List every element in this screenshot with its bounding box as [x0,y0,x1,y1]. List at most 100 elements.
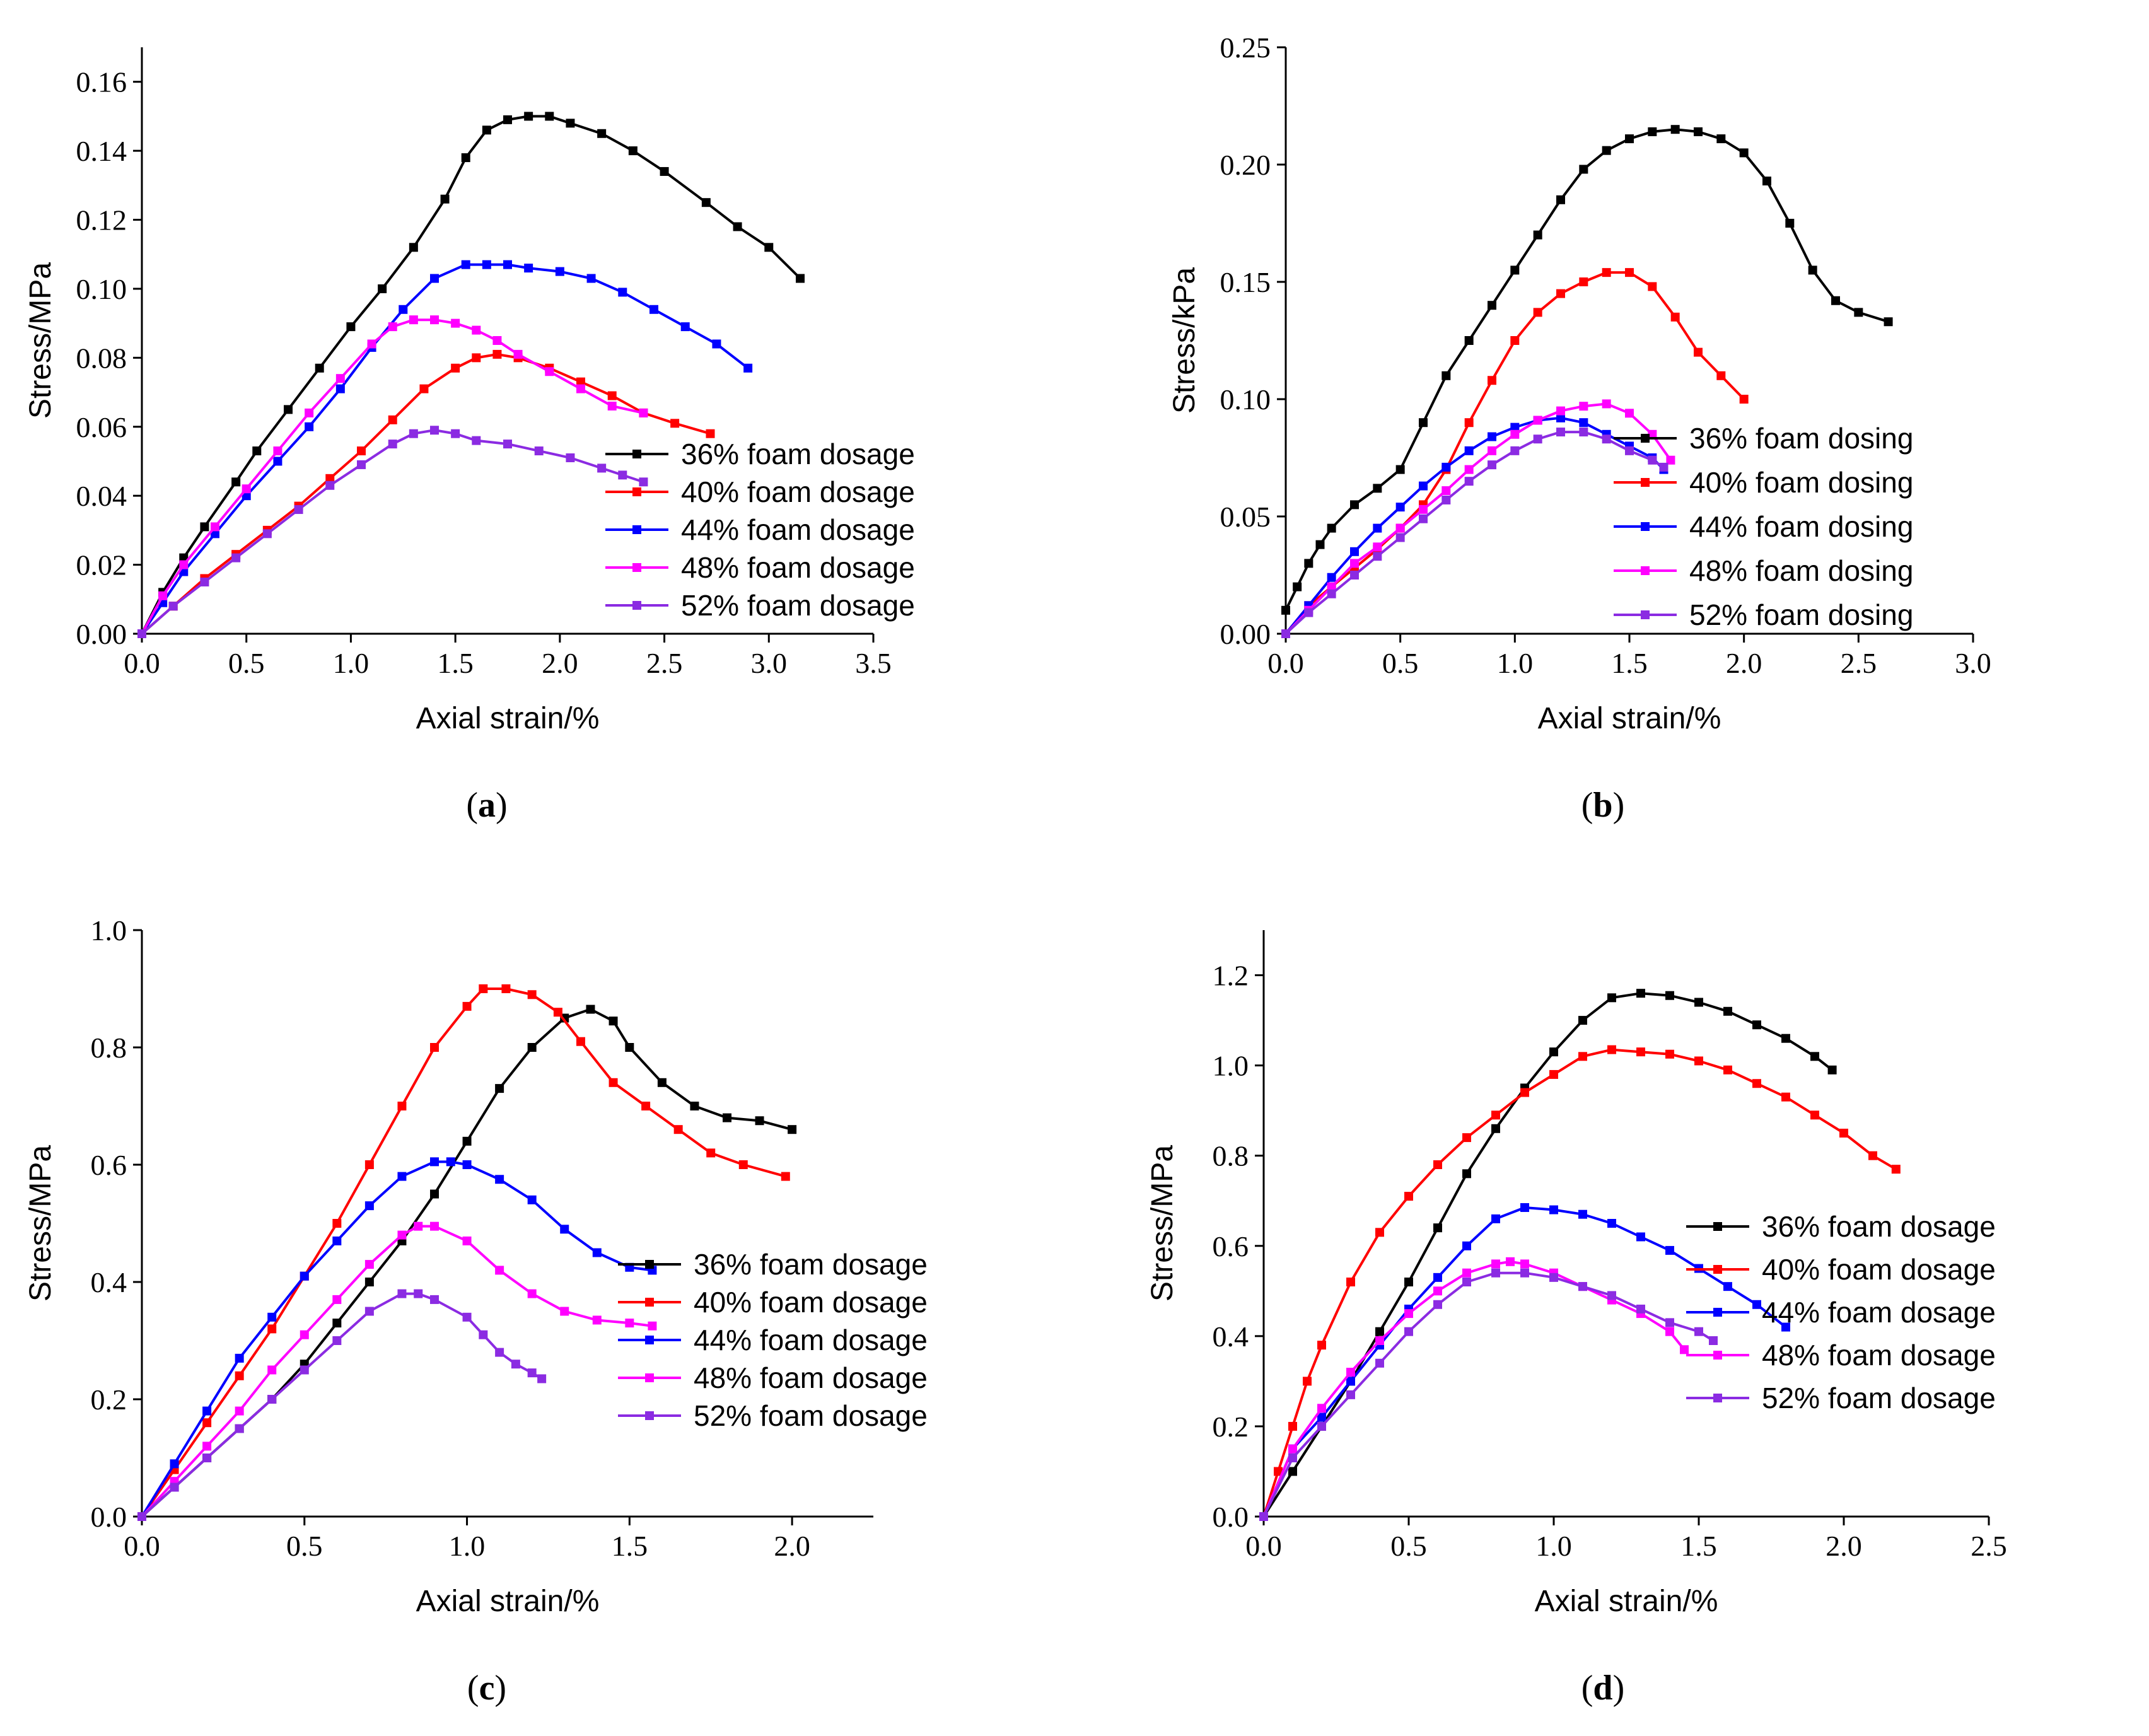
y-tick-label: 0.4 [91,1266,127,1298]
data-point [1433,1223,1442,1233]
data-point [1404,1327,1413,1336]
data-point [305,422,314,431]
x-tick-label: 1.0 [449,1530,486,1562]
data-point [1288,1467,1297,1476]
data-point [609,1017,618,1026]
x-tick-label: 0.5 [286,1530,323,1562]
data-point [1694,347,1703,357]
panel-caption-b: (b) [1540,785,1666,825]
data-point [252,446,262,456]
data-point [511,1360,520,1369]
x-axis-title: Axial strain/% [1535,1585,1718,1618]
data-point [1293,582,1302,591]
data-point [1665,1245,1674,1255]
data-point [332,1236,342,1245]
x-axis-title: Axial strain/% [416,1585,600,1618]
x-tick-label: 3.5 [855,647,892,679]
data-point [1625,446,1634,455]
data-point [1868,1151,1877,1160]
data-point [1441,462,1451,472]
data-point [586,274,596,283]
data-point [1346,1377,1355,1386]
data-point [430,1043,439,1052]
data-point [1839,1128,1848,1138]
data-point [1510,422,1520,432]
data-point [472,353,481,363]
legend-item: 36% foam dosage [1686,1210,1996,1243]
data-point [524,112,533,121]
data-point [592,1315,602,1325]
data-point [1327,582,1336,591]
data-point [639,477,648,487]
legend-swatch-marker [1713,1265,1722,1274]
data-point [1419,418,1428,428]
chart-panel-c: 0.0 0.5 1.0 1.5 2.0 0.0 0.2 0.4 0.6 0.8 1.0 Axial s… [24,914,928,1618]
legend-item: 48% foam dosing [1614,554,1913,587]
y-tick-label: 0.10 [76,273,127,305]
data-point [235,1424,244,1433]
panel-caption-d: (d) [1540,1668,1666,1708]
data-point [576,1037,585,1046]
data-point [430,1157,439,1167]
data-point [242,484,251,494]
y-tick-label: 0.4 [1213,1320,1249,1353]
legend-label: 40% foam dosage [1762,1253,1996,1286]
data-point [597,463,607,473]
panel-caption-c: (c) [424,1668,550,1708]
data-point [495,1348,504,1357]
data-point [1854,308,1863,317]
legend-label: 52% foam dosage [1762,1382,1996,1414]
y-tick-label: 0.8 [91,1032,127,1064]
data-point [388,415,397,424]
data-point [137,1512,146,1521]
caption-close-paren: ) [1612,786,1625,825]
data-point [534,446,544,456]
data-point [430,426,439,435]
legend-item: 48% foam dosage [618,1361,928,1394]
data-point [560,1225,569,1234]
legend-item: 44% foam dosing [1614,510,1913,543]
data-point [503,440,512,449]
series-48 [137,315,648,638]
data-point [479,1330,488,1339]
data-point [1752,1079,1761,1088]
data-point [1510,265,1520,275]
data-point [414,1221,423,1231]
data-point [1602,399,1611,409]
data-point [1579,402,1588,411]
y-tick-label: 0.25 [1220,32,1271,64]
data-point [300,1271,309,1281]
data-point [1488,376,1496,385]
data-point [1327,573,1336,582]
data-point [1665,1049,1674,1059]
data-point [1781,1034,1790,1043]
x-tick-label: 2.0 [1826,1530,1862,1562]
data-point [1716,371,1726,380]
legend-item: 36% foam dosage [618,1248,928,1281]
y-tick-label: 0.04 [76,480,127,512]
data-point [1533,230,1542,240]
series-40 [1259,1045,1901,1521]
data-point [566,453,575,462]
data-point [1404,1192,1413,1201]
data-point [332,1319,342,1328]
data-point [527,1195,537,1204]
y-axis-title: Stress/MPa [24,262,57,419]
caption-open-paren: ( [1581,1669,1593,1708]
data-point [492,349,502,359]
data-point [170,1459,179,1469]
legend: 36% foam dosage 40% foam dosage 44% foam d… [618,1248,928,1432]
data-point [1602,146,1611,155]
data-point [1891,1165,1901,1174]
series-line [141,1225,653,1518]
y-tick-label: 0.2 [91,1384,127,1416]
data-point [1607,993,1616,1003]
data-point [1462,1169,1471,1179]
data-point [1694,1056,1703,1066]
y-tick-label: 0.20 [1220,149,1271,181]
data-point [1602,268,1611,277]
data-point [1636,989,1645,998]
data-point [364,1160,374,1169]
data-point [755,1116,764,1126]
data-point [764,243,774,252]
